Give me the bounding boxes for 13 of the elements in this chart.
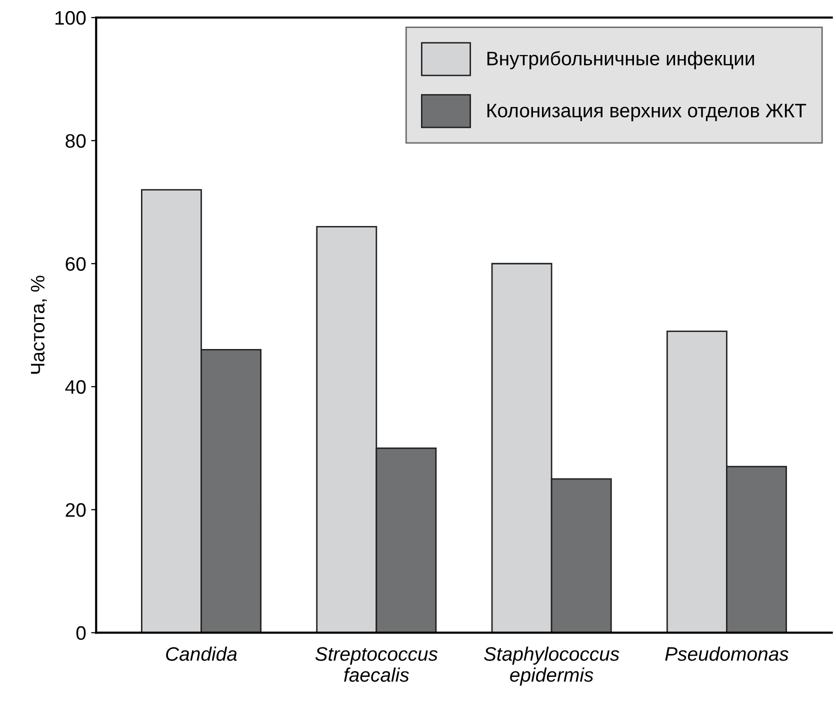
y-tick-label: 100 — [55, 11, 86, 25]
x-tick-label: Candida — [166, 646, 237, 661]
legend-label: Внутрибольничные инфекции — [487, 50, 754, 70]
legend-label: Колонизация верхних отделов ЖКТ — [487, 104, 806, 122]
y-tick-label: 80 — [66, 134, 86, 148]
y-tick-label: 0 — [76, 626, 86, 640]
y-axis-title: Частота, % — [30, 276, 47, 374]
x-tick-label: Pseudomonas — [665, 646, 788, 661]
y-tick-label: 60 — [66, 257, 86, 271]
x-tick-label: Staphylococcus epidermis — [484, 646, 620, 686]
y-tick-label: 40 — [65, 380, 86, 394]
x-tick-label: Streptococcus faecalis — [315, 647, 438, 682]
y-tick-label: 20 — [66, 503, 86, 517]
